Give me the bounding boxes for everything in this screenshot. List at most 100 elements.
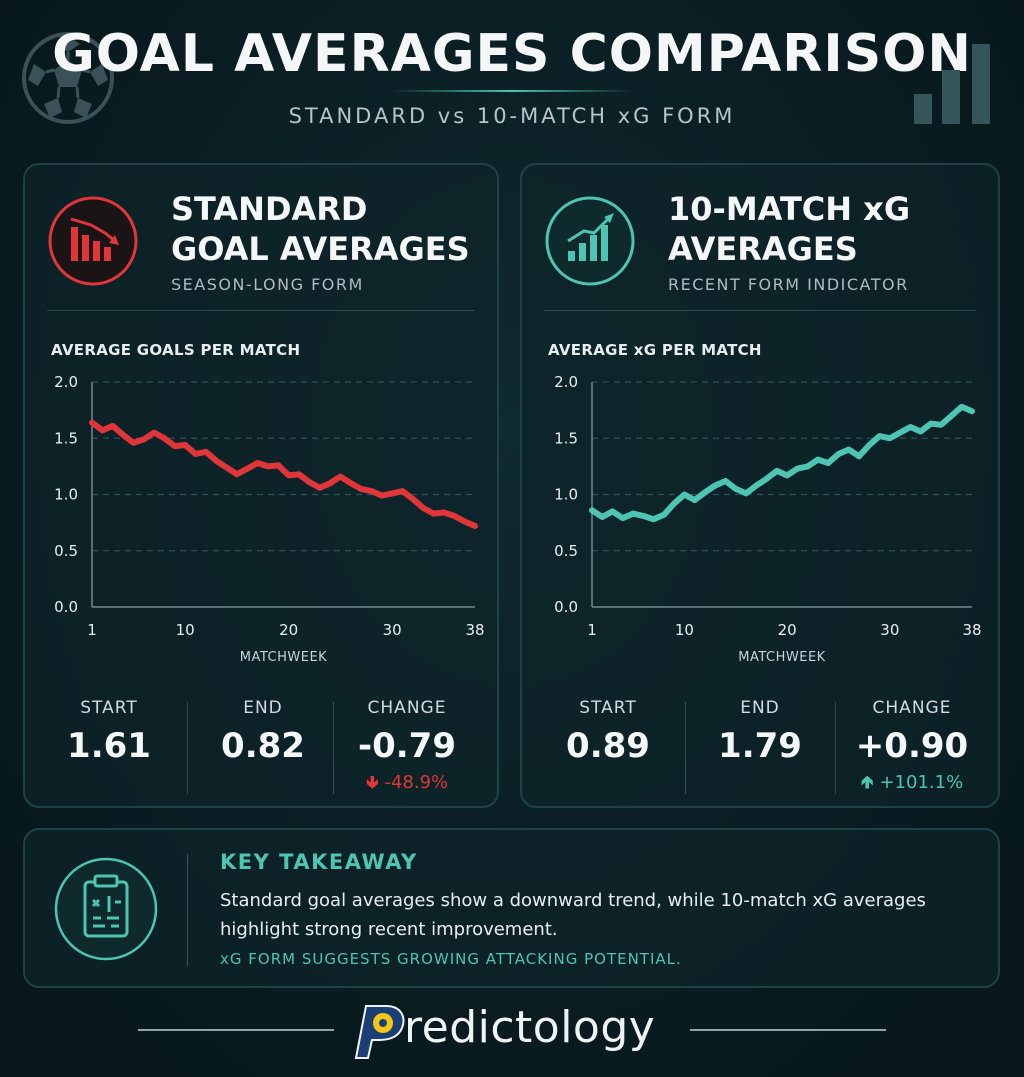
x-tick-label: 10	[176, 621, 195, 639]
data-point	[463, 520, 467, 523]
data-point	[693, 498, 697, 502]
data-point	[401, 489, 405, 493]
stat-end: END 1.79	[690, 690, 830, 790]
stat-start-value: 0.89	[566, 726, 650, 766]
header: GOAL AVERAGES COMPARISON STANDARD vs 10-…	[0, 0, 1024, 150]
y-tick-label: 0.5	[554, 542, 578, 560]
data-point	[836, 452, 840, 456]
stat-change-pct-text: +101.1%	[879, 772, 964, 793]
data-point	[266, 464, 270, 468]
takeaway-title: KEY TAKEAWAY	[220, 850, 418, 874]
x-tick-label: 30	[383, 621, 402, 639]
y-tick-label: 2.0	[54, 373, 78, 391]
series-line	[89, 419, 478, 529]
stat-change: CHANGE +0.90 🢁 +101.1%	[842, 690, 982, 793]
panel-title-line1: 10-MATCH xG	[668, 190, 911, 228]
stat-change: CHANGE -0.79 🢃 -48.9%	[337, 690, 477, 793]
data-point	[682, 493, 686, 496]
x-tick-label: 1	[587, 621, 597, 639]
soccer-ball-icon	[22, 32, 114, 124]
y-tick-label: 0.0	[54, 598, 78, 616]
data-point	[328, 481, 332, 485]
data-point	[600, 515, 604, 519]
panel-title-line2: AVERAGES	[668, 230, 858, 268]
stat-change-pct: 🢃 -48.9%	[337, 770, 477, 800]
data-point	[121, 433, 125, 437]
x-tick-label: 30	[880, 621, 899, 639]
data-point	[939, 423, 943, 427]
footer-line-left	[138, 1029, 334, 1031]
data-point	[225, 466, 229, 469]
data-point	[452, 514, 456, 518]
x-tick-label: 38	[962, 621, 981, 639]
stat-divider	[187, 702, 188, 794]
data-point	[888, 436, 892, 440]
data-point	[806, 464, 810, 468]
declining-bar-chart-icon	[48, 196, 138, 286]
stat-divider	[685, 702, 686, 794]
data-point	[142, 437, 146, 441]
data-point	[183, 443, 187, 447]
data-point	[256, 461, 260, 465]
y-tick-label: 0.0	[554, 598, 578, 616]
data-point	[672, 502, 676, 505]
data-point	[960, 405, 964, 409]
xg-line-chart: 0.0 0.5 1.0 1.5 2.0 1 10 20 30 38 MATCHWEEK	[554, 373, 981, 665]
clipboard-tactics-icon	[54, 857, 158, 961]
data-point	[287, 473, 291, 477]
standard-goals-line-chart: 0.0 0.5 1.0 1.5 2.0 1 10 20 30 38 MATCHWEEK	[54, 373, 484, 665]
stat-end-label: END	[740, 698, 780, 718]
y-tick-label: 0.5	[54, 542, 78, 560]
stat-start-label: START	[80, 698, 138, 718]
stat-change-label: CHANGE	[367, 698, 447, 718]
y-tick-label: 1.0	[554, 486, 578, 504]
data-point	[214, 459, 218, 463]
data-point	[380, 494, 384, 498]
data-point	[826, 461, 830, 465]
arrow-up-icon: 🢁	[860, 772, 874, 793]
x-tick-label: 38	[465, 621, 484, 639]
data-point	[204, 450, 208, 454]
rising-bar-chart-icon	[545, 196, 635, 286]
data-point	[131, 441, 135, 445]
panel-title: STANDARD GOAL AVERAGES	[171, 189, 491, 269]
data-point	[297, 472, 301, 476]
data-point	[785, 473, 789, 477]
data-point	[359, 487, 363, 491]
data-point	[152, 431, 156, 435]
panel-title-line1: STANDARD	[171, 190, 368, 228]
stat-end: END 0.82	[193, 690, 333, 790]
standard-goals-panel: STANDARD GOAL AVERAGES SEASON-LONG FORM …	[23, 163, 499, 808]
x-axis-label: MATCHWEEK	[738, 650, 825, 665]
x-tick-label: 1	[87, 621, 97, 639]
stat-end-value: 0.82	[221, 726, 305, 766]
data-point	[970, 409, 974, 413]
data-point	[795, 467, 799, 471]
stat-divider	[333, 702, 334, 794]
data-point	[307, 480, 311, 484]
page-subtitle: STANDARD vs 10-MATCH xG FORM	[288, 104, 736, 128]
data-point	[411, 497, 415, 501]
data-point	[590, 508, 594, 512]
data-point	[338, 475, 342, 478]
data-point	[194, 452, 198, 456]
data-point	[816, 458, 820, 462]
stat-change-pct-text: -48.9%	[384, 772, 449, 793]
data-point	[867, 443, 871, 447]
stats-row: START 1.61 END 0.82 CHANGE -0.79 🢃 -48.9…	[25, 690, 497, 800]
data-point	[775, 469, 779, 473]
x-tick-label: 20	[279, 621, 298, 639]
data-point	[908, 425, 912, 429]
key-takeaway-panel: KEY TAKEAWAY Standard goal averages show…	[23, 828, 1000, 988]
arrow-down-icon: 🢃	[365, 772, 379, 793]
data-point	[949, 414, 953, 418]
stat-start-value: 1.61	[67, 726, 151, 766]
x-axis-label: MATCHWEEK	[240, 650, 327, 665]
stats-row: START 0.89 END 1.79 CHANGE +0.90 🢁 +101.…	[522, 690, 998, 800]
footer-line-right	[690, 1029, 886, 1031]
panel-divider	[47, 310, 475, 311]
data-point	[641, 514, 645, 518]
stat-divider	[835, 702, 836, 794]
y-tick-label: 1.5	[54, 429, 78, 447]
y-tick-label: 1.0	[54, 486, 78, 504]
